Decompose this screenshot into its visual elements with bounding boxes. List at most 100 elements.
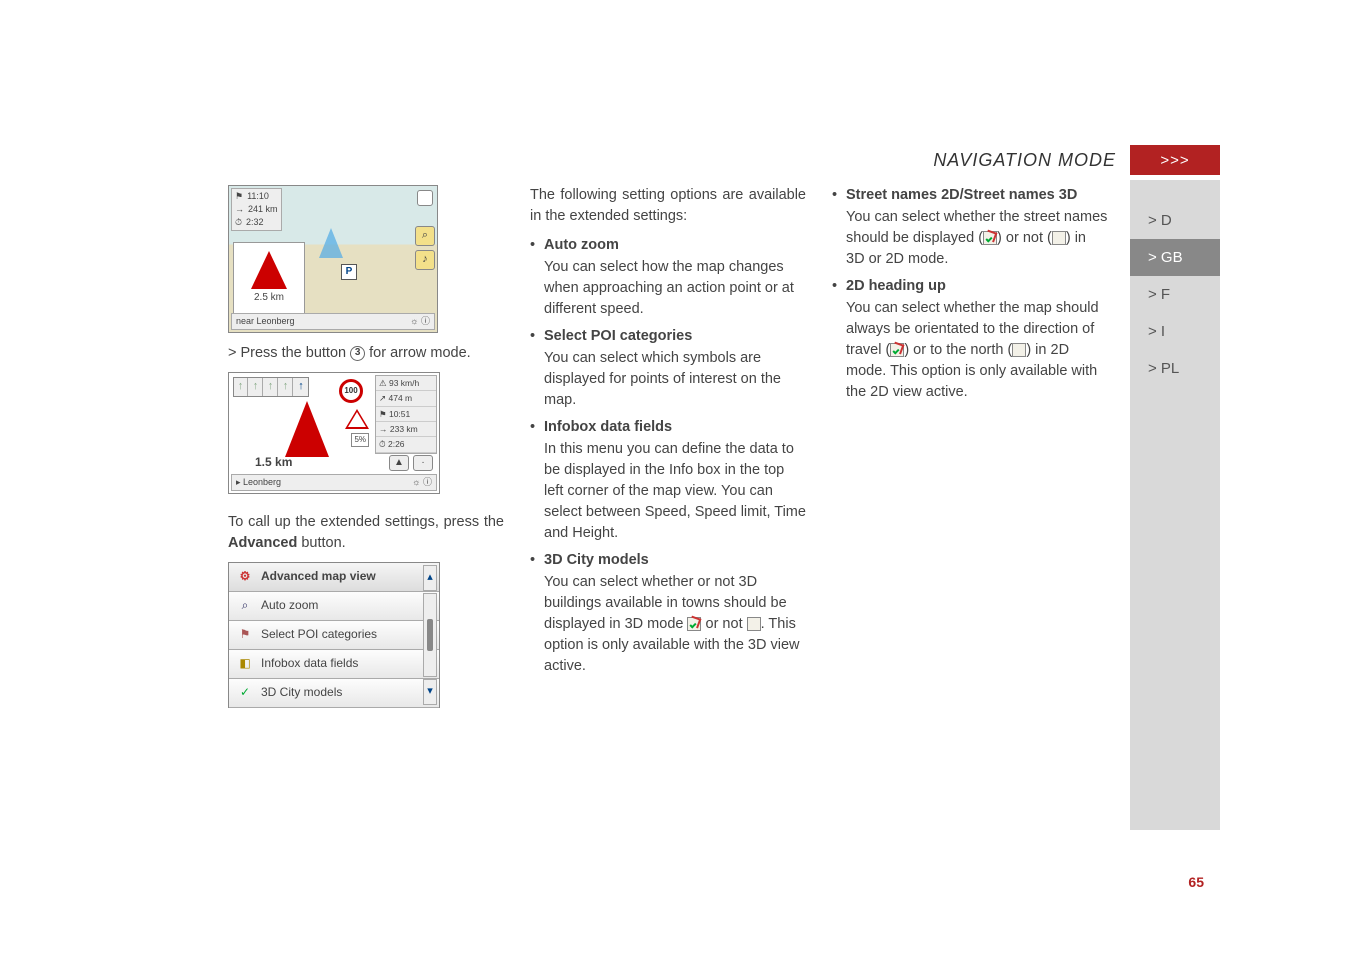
- menu-row-auto-zoom[interactable]: ⌕ Auto zoom: [229, 592, 439, 621]
- scroll-down-icon: ▾: [423, 679, 437, 705]
- lane-arrow-icon: ↑: [264, 378, 278, 396]
- compass-icon: [417, 190, 433, 206]
- col2-intro: The following setting options are availa…: [530, 185, 806, 227]
- menu-row-icon: ✓: [237, 685, 253, 701]
- language-list: > D> GB> F> I> PL: [1130, 180, 1220, 387]
- setting-title: Select POI categories: [544, 328, 692, 344]
- menu-row-label: Select POI categories: [261, 626, 377, 643]
- map2-button-2: ·: [413, 455, 433, 471]
- ext-bold: Advanced: [228, 535, 297, 551]
- button-3-icon: 3: [350, 346, 365, 361]
- advanced-menu-screenshot: ⚙ Advanced map view ⌕ Auto zoom ⚑ Select POI …: [228, 562, 440, 708]
- sidebar-item-d[interactable]: > D: [1130, 202, 1220, 239]
- setting-title: 3D City models: [544, 552, 649, 568]
- press-pre: > Press the button: [228, 345, 350, 361]
- parking-icon: P: [341, 264, 357, 280]
- page-title: NAVIGATION MODE: [933, 150, 1116, 171]
- map2-bottom-bar: ▸ Leonberg ☼ ⓘ: [231, 474, 437, 491]
- menu-row-label: Auto zoom: [261, 597, 318, 614]
- menu-row-select-poi-categories[interactable]: ⚑ Select POI categories: [229, 621, 439, 650]
- map2-button-1: ▲: [389, 455, 409, 471]
- press-button-line: > Press the button 3 for arrow mode.: [228, 343, 504, 364]
- map1-info-row: ⚑11:10: [235, 190, 278, 203]
- scrollbar: [423, 593, 437, 677]
- column-3: Street names 2D/Street names 3D You can s…: [832, 185, 1108, 718]
- checkbox-on-icon: [890, 343, 904, 357]
- menu-row-3d-city-models[interactable]: ✓3D City models: [229, 679, 439, 708]
- sidebar-item-pl[interactable]: > PL: [1130, 350, 1220, 387]
- language-sidebar: > D> GB> F> I> PL: [1130, 180, 1220, 830]
- map2-location-label: ▸ Leonberg: [236, 476, 281, 489]
- large-arrow-icon: [285, 401, 329, 457]
- map-screenshot-3d: ⚑11:10→241 km⏱2:32 P ⌕ ♪ 2.5 km near Leon…: [228, 185, 438, 333]
- map1-location-label: near Leonberg: [236, 315, 295, 328]
- extended-settings-text: To call up the extended settings, press …: [228, 512, 504, 554]
- setting-title: 2D heading up: [846, 278, 946, 294]
- sidebar-item-gb[interactable]: > GB: [1130, 239, 1220, 276]
- setting-desc: You can select whether the map should al…: [846, 298, 1108, 403]
- arrow-distance: 1.5 km: [255, 454, 292, 471]
- map2-info-panel: ⚠ 93 km/h↗ 474 m⚑ 10:51→ 233 km⏱ 2:26: [375, 375, 437, 454]
- setting-desc: You can select which symbols are display…: [544, 348, 806, 411]
- lane-arrow-icon: ↑: [279, 378, 293, 396]
- menu-row-label: Infobox data fields: [261, 655, 358, 672]
- page-number: 65: [1188, 874, 1204, 890]
- checkbox-off-icon: [1052, 231, 1066, 245]
- setting-item: 2D heading up You can select whether the …: [832, 276, 1108, 403]
- setting-desc: You can select whether or not 3D buildin…: [544, 572, 806, 677]
- content-columns: ⚑11:10→241 km⏱2:32 P ⌕ ♪ 2.5 km near Leon…: [228, 185, 1108, 718]
- turn-arrow-box: 2.5 km: [233, 242, 305, 314]
- ext-pre: To call up the extended settings, press …: [228, 514, 504, 530]
- map1-bottom-bar: near Leonberg ☼ ⓘ: [231, 313, 435, 330]
- setting-item: Street names 2D/Street names 3DYou can s…: [832, 185, 1108, 270]
- map2-info-row: → 233 km: [376, 422, 436, 437]
- menu-row-advanced-map-view[interactable]: ⚙ Advanced map view: [229, 563, 439, 592]
- header-bar: NAVIGATION MODE >>>: [0, 145, 1350, 175]
- setting-desc: In this menu you can define the data to …: [544, 439, 806, 544]
- setting-desc: You can select how the map changes when …: [544, 257, 806, 320]
- direction-cone-icon: [319, 228, 343, 258]
- lane-arrows: ↑↑↑↑↑: [233, 377, 309, 397]
- setting-item: Select POI categories You can select whic…: [530, 326, 806, 411]
- map2-info-row: ⚠ 93 km/h: [376, 376, 436, 391]
- setting-item: 3D City models You can select whether or …: [530, 550, 806, 677]
- checkbox-on-icon: [983, 231, 997, 245]
- map2-info-row: ⚑ 10:51: [376, 407, 436, 422]
- column-2: The following setting options are availa…: [530, 185, 806, 718]
- map1-info-row: →241 km: [235, 203, 278, 216]
- setting-title: Infobox data fields: [544, 419, 672, 435]
- gradient-percent: 5%: [351, 433, 369, 447]
- menu-row-icon: ⚑: [237, 627, 253, 643]
- map1-info-box: ⚑11:10→241 km⏱2:32: [231, 188, 282, 231]
- column-1: ⚑11:10→241 km⏱2:32 P ⌕ ♪ 2.5 km near Leon…: [228, 185, 504, 718]
- menu-row-icon: ⚙: [237, 569, 253, 585]
- menu-row-icon: ⌕: [237, 598, 253, 614]
- header-chevrons: >>>: [1130, 145, 1220, 175]
- warning-triangle-icon: [345, 409, 369, 429]
- lane-arrow-icon: ↑: [294, 378, 308, 396]
- press-post: for arrow mode.: [365, 345, 471, 361]
- turn-arrow-icon: [251, 251, 287, 289]
- map1-bottom-icons: ☼ ⓘ: [410, 315, 430, 328]
- scroll-up-icon: ▴: [423, 565, 437, 591]
- sidebar-item-i[interactable]: > I: [1130, 313, 1220, 350]
- menu-row-label: Advanced map view: [261, 568, 376, 585]
- map2-bottom-icons: ☼ ⓘ: [412, 476, 432, 489]
- setting-title: Auto zoom: [544, 237, 619, 253]
- lane-arrow-icon: ↑: [234, 378, 248, 396]
- map1-info-row: ⏱2:32: [235, 216, 278, 229]
- map-screenshot-arrow-mode: ↑↑↑↑↑ 100 5% ⚠ 93 km/h↗ 474 m⚑ 10:51→ 23…: [228, 372, 440, 494]
- ext-post: button.: [297, 535, 345, 551]
- setting-item: Auto zoom You can select how the map chan…: [530, 235, 806, 320]
- sidebar-item-f[interactable]: > F: [1130, 276, 1220, 313]
- lane-arrow-icon: ↑: [249, 378, 263, 396]
- setting-title: Street names 2D/Street names 3D: [846, 187, 1077, 203]
- turn-distance: 2.5 km: [254, 291, 284, 306]
- speed-limit-icon: 100: [339, 379, 363, 403]
- menu-row-infobox-data-fields[interactable]: ◧ Infobox data fields: [229, 650, 439, 679]
- menu-row-icon: ◧: [237, 656, 253, 672]
- map2-info-row: ↗ 474 m: [376, 391, 436, 406]
- map1-side-icon: ♪: [415, 250, 435, 270]
- setting-item: Infobox data fields In this menu you can …: [530, 417, 806, 544]
- map1-side-icon: ⌕: [415, 226, 435, 246]
